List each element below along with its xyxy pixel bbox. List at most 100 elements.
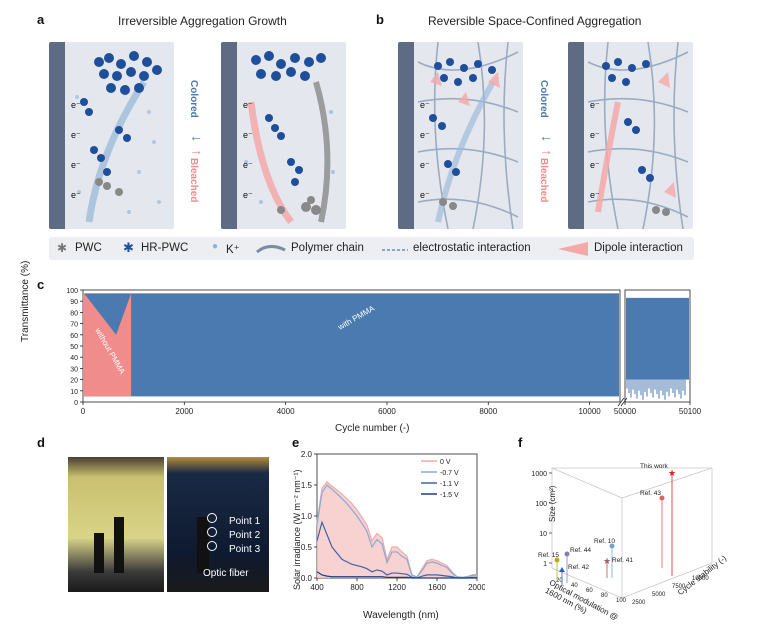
y-tick-label: 10000 [692,576,709,582]
y-tick-label: 20 [70,378,78,385]
y-tick-label: 10 [70,389,78,396]
point-circle [659,495,665,501]
point-label: Ref. 15 [538,552,559,559]
panel-f-letter: f [518,435,523,450]
network-illustration [417,42,519,229]
y-tick-label: 1.5 [301,481,313,490]
plot-frame-break [624,289,691,403]
y-tick-label: 100 [66,288,78,295]
point-star-icon: ★ [603,556,611,566]
scene-b-colored: e⁻ e⁻ e⁻ e⁻ [398,42,523,229]
without-pmma-band [84,293,132,397]
panel-a-title: Irreversible Aggregation Growth [118,14,287,28]
x-tick-label: 100 [616,598,627,604]
z-tick-label: 1000 [531,471,547,478]
legend-kplus: K⁺ [226,244,240,256]
legend-electrostatic: electrostatic interaction [413,242,531,254]
x-tick-label: 1200 [388,583,406,592]
electron-label: e⁻ [243,130,253,140]
electrode [398,42,414,229]
point-triangle [559,567,565,572]
colored-arrow-label: Colored [188,80,199,118]
x-tick-label: 2000 [175,407,193,416]
x-tick-label: 400 [310,583,324,592]
arrow-right-icon: → [539,142,553,158]
box-edge [551,467,623,499]
x-tick-label: 20 [556,578,563,584]
x-tick-label: 2000 [468,583,485,592]
y-tick-label: 0.5 [301,543,313,552]
electron-label: e⁻ [71,100,81,110]
arrow-right-icon: → [189,142,203,158]
box-edge [621,467,713,499]
chart-c-xlabel: Cycle number (-) [335,423,410,434]
box-edge [551,567,623,599]
series-line [316,571,477,579]
point-label: Ref. 43 [640,490,661,497]
x-tick-label: 800 [350,583,364,592]
x-tick-label: 8000 [479,407,497,416]
with-pmma-band [84,293,619,397]
chart-e-xlabel: Wavelength (nm) [363,610,439,621]
point-3-marker-icon [207,541,217,551]
electron-label: e⁻ [243,190,253,200]
axis-break [617,397,625,407]
scene-a-colored: e⁻ e⁻ e⁻ e⁻ [49,42,174,229]
legend-label: -1.5 V [440,492,459,499]
legend-label: 0 V [440,459,451,466]
chart-c-ylabel: Transmittance (%) [20,260,31,342]
solar-irradiance-chart: 0.0 0.5 1.0 1.5 2.0 400 800 1200 1600 2000 0 V -0.7… [301,450,485,592]
point-label: Ref. 44 [570,547,591,554]
aggregation-illustration [244,51,335,225]
x-tick-label: 60 [586,588,593,594]
legend-pwc: PWC [75,242,102,254]
device-photo-left [68,457,164,592]
aggregation-illustration [75,51,162,223]
electron-label: e⁻ [590,130,600,140]
stand-icon [94,533,104,573]
electron-label: e⁻ [420,130,430,140]
point-label: This work [640,463,669,470]
arrow-left-icon: ← [539,128,553,144]
arrow-left-icon: ← [189,128,203,144]
stand-icon [114,517,124,573]
x-tick-label: 1600 [428,583,446,592]
legend-polymer: Polymer chain [291,242,364,254]
point-circle [609,543,615,549]
panel-a-letter: a [37,12,45,27]
point-3-label: Point 3 [229,544,261,555]
series-line [316,481,478,578]
y-tick-label: 50 [70,344,78,351]
electron-label: e⁻ [71,190,81,200]
electrode [221,42,237,229]
chart-e-ylabel: Solar irradiance (W m⁻² nm⁻¹) [292,469,302,590]
electron-label: e⁻ [590,190,600,200]
electrode [49,42,65,229]
chart-f-zlabel: Size (cm²) [548,485,557,522]
electron-label: e⁻ [420,160,430,170]
panel-b-title: Reversible Space-Confined Aggregation [428,14,642,28]
y-tick-label: 90 [70,299,78,306]
pwc-icon: ✱ [57,241,68,255]
zero-volt-area [317,481,477,578]
scene-b-bleached: e⁻ e⁻ e⁻ e⁻ [568,42,693,229]
point-label: Ref. 10 [594,538,615,545]
x-tick-label: 40 [571,583,578,589]
electron-label: e⁻ [71,130,81,140]
point-1-marker-icon [207,513,217,523]
kplus-icon: ● [212,241,219,252]
polymer-chain-icon [256,245,286,254]
y-tick-label: 70 [70,322,78,329]
y-tick-label: 2500 [632,600,646,606]
electron-label: e⁻ [590,160,600,170]
electron-label: e⁻ [420,100,430,110]
network-illustration [587,42,689,229]
electron-label: e⁻ [243,100,253,110]
z-tick-label: 100 [535,501,547,508]
point-2-label: Point 2 [229,530,261,541]
stand-icon [197,517,209,573]
optic-fiber-label: Optic fiber [203,568,249,579]
y-tick-label: 40 [70,355,78,362]
with-pmma-band-late [626,297,689,380]
